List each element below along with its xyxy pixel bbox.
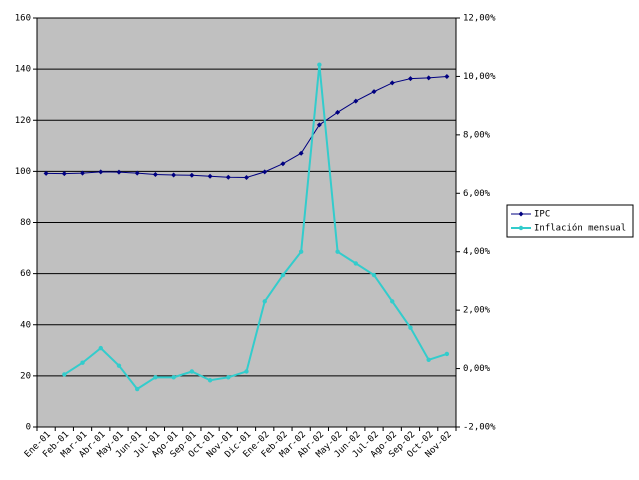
marker — [134, 386, 140, 392]
y-tick-label: 20 — [20, 371, 31, 381]
marker — [444, 351, 450, 357]
y2-tick-label: 2,00% — [463, 306, 491, 316]
y2-tick-label: -2,00% — [463, 423, 496, 433]
marker — [134, 170, 140, 176]
marker — [116, 169, 122, 175]
marker — [408, 325, 413, 330]
marker — [371, 89, 377, 95]
marker — [407, 76, 413, 82]
marker — [98, 169, 104, 175]
legend-marker — [518, 225, 524, 231]
marker — [207, 173, 213, 179]
marker — [80, 360, 85, 365]
marker — [426, 357, 431, 363]
marker — [316, 122, 322, 128]
marker — [317, 62, 322, 67]
marker — [444, 74, 450, 80]
y-tick-label: 160 — [15, 14, 31, 24]
marker — [262, 169, 268, 175]
y2-tick-label: 6,00% — [463, 189, 491, 199]
series-line — [63, 64, 448, 391]
marker — [335, 249, 340, 254]
marker — [207, 378, 213, 383]
y-tick-label: 60 — [20, 269, 31, 279]
y-tick-label: 140 — [15, 65, 31, 75]
marker — [298, 150, 304, 156]
y2-tick-label: 0,00% — [463, 364, 491, 374]
legend-box — [506, 204, 634, 238]
y-tick-label: 0 — [26, 423, 31, 433]
legend-marker — [518, 211, 524, 217]
marker — [61, 171, 67, 177]
marker — [280, 272, 286, 278]
marker — [353, 261, 359, 266]
y-tick-label: 100 — [15, 167, 31, 177]
marker — [244, 369, 249, 374]
marker — [335, 109, 341, 115]
marker — [171, 375, 176, 380]
y2-tick-label: 12,00% — [463, 14, 496, 24]
y2-tick-label: 4,00% — [463, 247, 491, 257]
marker — [426, 75, 432, 81]
y2-tick-label: 10,00% — [463, 72, 496, 82]
marker — [98, 345, 103, 351]
marker — [353, 98, 359, 104]
marker — [153, 375, 158, 380]
marker — [280, 161, 286, 167]
marker — [298, 249, 304, 254]
marker — [262, 299, 267, 304]
marker — [371, 272, 377, 278]
marker — [116, 363, 122, 368]
y-tick-label: 120 — [15, 116, 31, 126]
marker — [225, 174, 231, 180]
marker — [226, 375, 231, 380]
marker — [43, 170, 49, 176]
marker — [152, 171, 158, 177]
y-tick-label: 80 — [20, 218, 31, 228]
legend-label: IPC — [534, 210, 550, 220]
marker — [244, 175, 249, 181]
marker — [189, 172, 195, 178]
marker — [389, 80, 395, 86]
marker — [390, 299, 395, 304]
legend-label: Inflación mensual — [534, 223, 626, 234]
marker — [189, 369, 195, 374]
marker — [62, 372, 67, 377]
marker — [80, 170, 86, 176]
marker — [171, 172, 177, 178]
y-tick-label: 40 — [20, 320, 31, 330]
y2-tick-label: 8,00% — [463, 130, 491, 140]
